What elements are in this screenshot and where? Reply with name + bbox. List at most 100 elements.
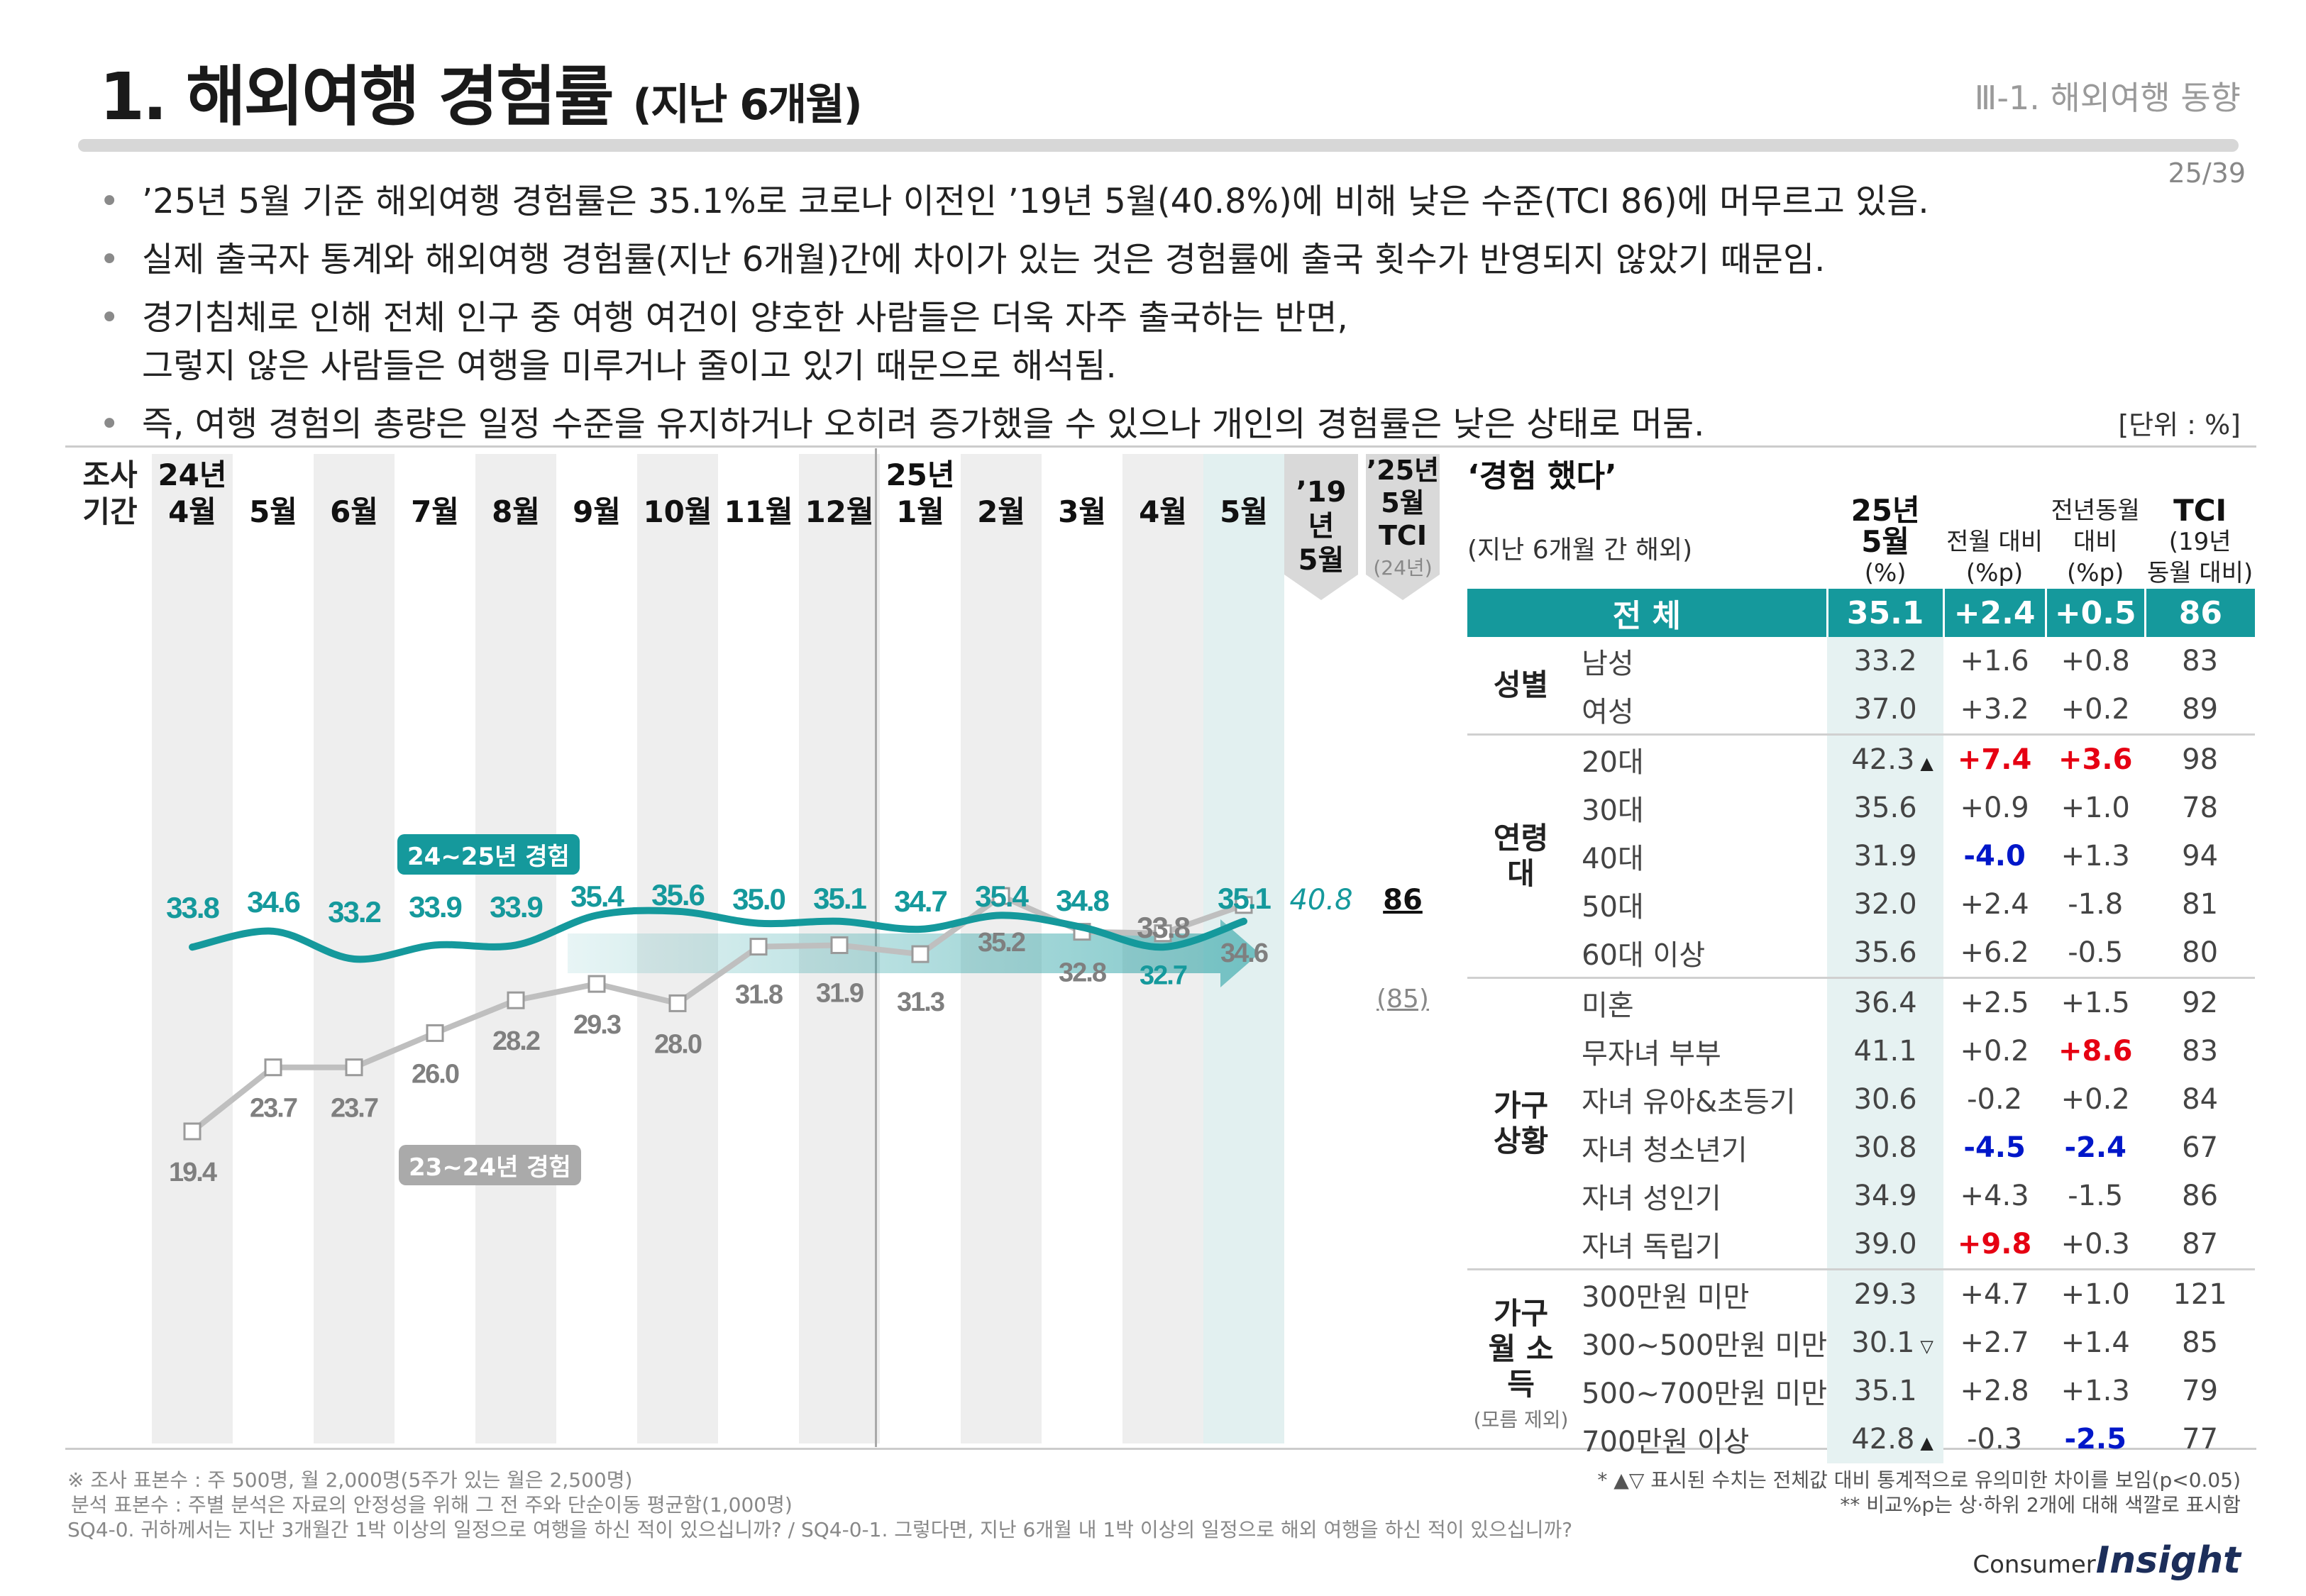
col-25-unit: (%) <box>1864 559 1907 587</box>
row-value-number: 33.2 <box>1853 645 1917 677</box>
series-marker-2324 <box>749 938 768 956</box>
series-label-2425: 34.6 <box>247 885 299 919</box>
row-yoy: +8.6 <box>2058 1035 2133 1068</box>
row-value: 39.0 <box>1827 1220 1944 1270</box>
row-tci: 98 <box>2145 733 2255 784</box>
row-label: 20대 <box>1574 733 1828 784</box>
month-header: 3월 <box>1042 457 1122 531</box>
bullet-1: ’25년 5월 기준 해외여행 경험률은 35.1%로 코로나 이전인 ’19년… <box>99 177 1929 226</box>
row-value-number: 32.0 <box>1853 888 1917 921</box>
row-yoy: +3.6 <box>2046 733 2146 784</box>
series-label-2324: 28.2 <box>492 1026 540 1056</box>
page-title: 1. 해외여행 경험률 (지난 6개월) <box>99 44 863 138</box>
row-label: 50대 <box>1582 891 1644 924</box>
row-value-number: 42.8 <box>1851 1423 1915 1456</box>
logo-big: Insight <box>2095 1539 2241 1582</box>
title-main: 1. 해외여행 경험률 <box>99 59 614 135</box>
month-header-month: 7월 <box>411 494 459 529</box>
sig-down-icon: ▽ <box>1920 1336 1933 1356</box>
table-subtitle: (지난 6개월 간 해외) <box>1467 536 1693 565</box>
series-label-2324: 31.3 <box>897 987 944 1017</box>
row-label: 60대 이상 <box>1582 939 1706 972</box>
month-header-month: 1월 <box>896 494 944 529</box>
row-value: 33.2 <box>1827 637 1944 685</box>
series-label-2425: 35.4 <box>570 880 624 913</box>
row-yoy: +0.3 <box>2060 1228 2130 1260</box>
month-header-month: 5월 <box>1220 494 1268 529</box>
series-label-2425: 33.2 <box>328 895 380 929</box>
footnote-color: ** 비교%p는 상·하위 2개에 대해 색깔로 표시함 <box>1840 1493 2241 1517</box>
row-label: 자녀 성인기 <box>1582 1182 1721 1215</box>
row-value-number: 42.3 <box>1851 743 1915 776</box>
table-row: 자녀 유아&초등기 30.6 -0.2 +0.2 84 <box>1467 1075 2255 1124</box>
row-tci: 89 <box>2182 693 2219 726</box>
table-row: 자녀 청소년기 30.8 -4.5 -2.4 67 <box>1467 1124 2255 1172</box>
group-name: 가구 상황 <box>1493 1088 1549 1158</box>
row-tci: 80 <box>2182 936 2219 969</box>
row-yoy: -1.5 <box>2068 1180 2124 1212</box>
group-name: 성별 <box>1493 667 1549 702</box>
col-yoy-unit: 대비 (%p) <box>2067 528 2124 587</box>
row-value: 32.0 <box>1827 880 1944 929</box>
bullet-2: 실제 출국자 통계와 해외여행 경험률(지난 6개월)간에 차이가 있는 것은 … <box>99 235 1929 284</box>
row-yoy: +1.0 <box>2046 1268 2146 1319</box>
col-yoy-title: 전년동월 <box>2051 497 2140 525</box>
row-label: 여성 <box>1582 696 1634 728</box>
row-value-number: 30.1 <box>1851 1326 1915 1359</box>
month-header-month: 3월 <box>1058 494 1106 529</box>
series-label-2425: 35.1 <box>813 882 866 915</box>
row-mom: +2.5 <box>1943 977 2046 1027</box>
series-marker-2324 <box>345 1058 363 1077</box>
month-header-month: 4월 <box>168 494 216 529</box>
col-25-year: 25년 <box>1850 493 1920 528</box>
table-row: 무자녀 부부 41.1 +0.2 +8.6 83 <box>1467 1027 2255 1075</box>
bullet-3: 경기침체로 인해 전체 인구 중 여행 여건이 양호한 사람들은 더욱 자주 출… <box>99 294 1929 342</box>
series-label-2324: 35.2 <box>978 928 1025 958</box>
series-marker-2324 <box>668 994 687 1012</box>
month-header: 5월 <box>1203 457 1284 531</box>
month-header: 10월 <box>637 457 718 531</box>
row-yoy: +1.0 <box>2060 792 2130 824</box>
ref-2019-chevron <box>1284 454 1358 600</box>
series-tag-2425: 24~25년 경험 <box>397 834 580 875</box>
footnote-question: SQ4-0. 귀하께서는 지난 3개월간 1박 이상의 일정으로 여행을 하신 … <box>67 1518 1573 1541</box>
row-tci: 121 <box>2145 1268 2255 1319</box>
month-header: 11월 <box>718 457 799 531</box>
month-header-month: 11월 <box>724 494 793 529</box>
col-tci-unit: 동월 대비) <box>2147 559 2253 587</box>
series-label-2324: 32.7 <box>1140 961 1187 991</box>
tci-prev-value: (85) <box>1377 985 1429 1014</box>
group-label: 가구 월 소득 (모름 제외) <box>1467 1268 1575 1463</box>
series-marker-2324 <box>264 1058 282 1077</box>
row-value: 35.6 <box>1827 929 1944 978</box>
tci-label-month: 5월 <box>1381 487 1425 519</box>
table-header-row: ‘경험 했다’ (지난 6개월 간 해외) 25년 5월 (%) 전월 대비 (%p)… <box>1467 454 2255 589</box>
table-row: 300~500만원 미만 30.1 ▽ +2.7 +1.4 85 <box>1467 1319 2255 1367</box>
series-label-2324: 26.0 <box>412 1059 459 1089</box>
brand-logo: ConsumerInsight <box>1973 1539 2241 1582</box>
row-label: 자녀 청소년기 <box>1582 1134 1748 1167</box>
col-mom-title: 전월 대비 <box>1946 528 2043 556</box>
table-title: ‘경험 했다’ <box>1467 458 1617 494</box>
row-yoy: +1.5 <box>2046 977 2146 1027</box>
month-header: 2월 <box>961 457 1042 531</box>
month-header-month: 5월 <box>249 494 297 529</box>
month-header-month: 2월 <box>977 494 1025 529</box>
tci-label-year: ’25년 <box>1366 455 1440 486</box>
tci-label-tci: TCI <box>1379 520 1427 551</box>
table-row: 자녀 성인기 34.9 +4.3 -1.5 86 <box>1467 1172 2255 1220</box>
ref-2019-label-bottom: 5월 <box>1298 544 1345 577</box>
row-yoy: +1.3 <box>2060 840 2130 872</box>
series-marker-2324 <box>1235 896 1253 914</box>
row-label: 300~500만원 미만 <box>1582 1329 1828 1362</box>
row-yoy: -2.5 <box>2064 1423 2126 1456</box>
row-mom: -4.5 <box>1963 1131 2026 1164</box>
row-mom: +3.2 <box>1960 693 2029 726</box>
table-row: 가구 월 소득 (모름 제외) 300만원 미만 29.3 +4.7 +1.0 121 <box>1467 1268 2255 1463</box>
series-label-2425: 33.9 <box>490 890 542 924</box>
chart-frame <box>65 445 2256 1450</box>
title-sub: (지난 6개월) <box>632 80 863 130</box>
row-value-number: 34.9 <box>1853 1180 1917 1212</box>
total-mom: +2.4 <box>1943 589 2047 637</box>
row-yoy: +1.4 <box>2060 1326 2130 1359</box>
